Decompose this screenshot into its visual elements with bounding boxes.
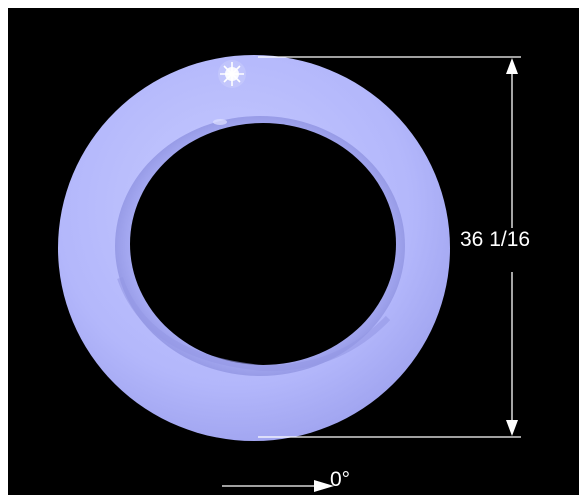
ring-bevel-shadow — [117, 277, 391, 372]
ring-hole — [130, 123, 396, 365]
dimension-arrow-down — [506, 420, 518, 436]
dimension-annotation — [258, 56, 521, 438]
orientation-arrow — [222, 480, 334, 492]
dimension-arrow-up — [506, 58, 518, 74]
ring-illustration — [58, 55, 521, 492]
glint-star — [218, 60, 246, 88]
dimension-label: 36 1/16 — [460, 228, 531, 251]
glint-reflection — [213, 119, 227, 125]
ring-photograph — [8, 8, 579, 495]
orientation-label: 0° — [330, 468, 351, 491]
